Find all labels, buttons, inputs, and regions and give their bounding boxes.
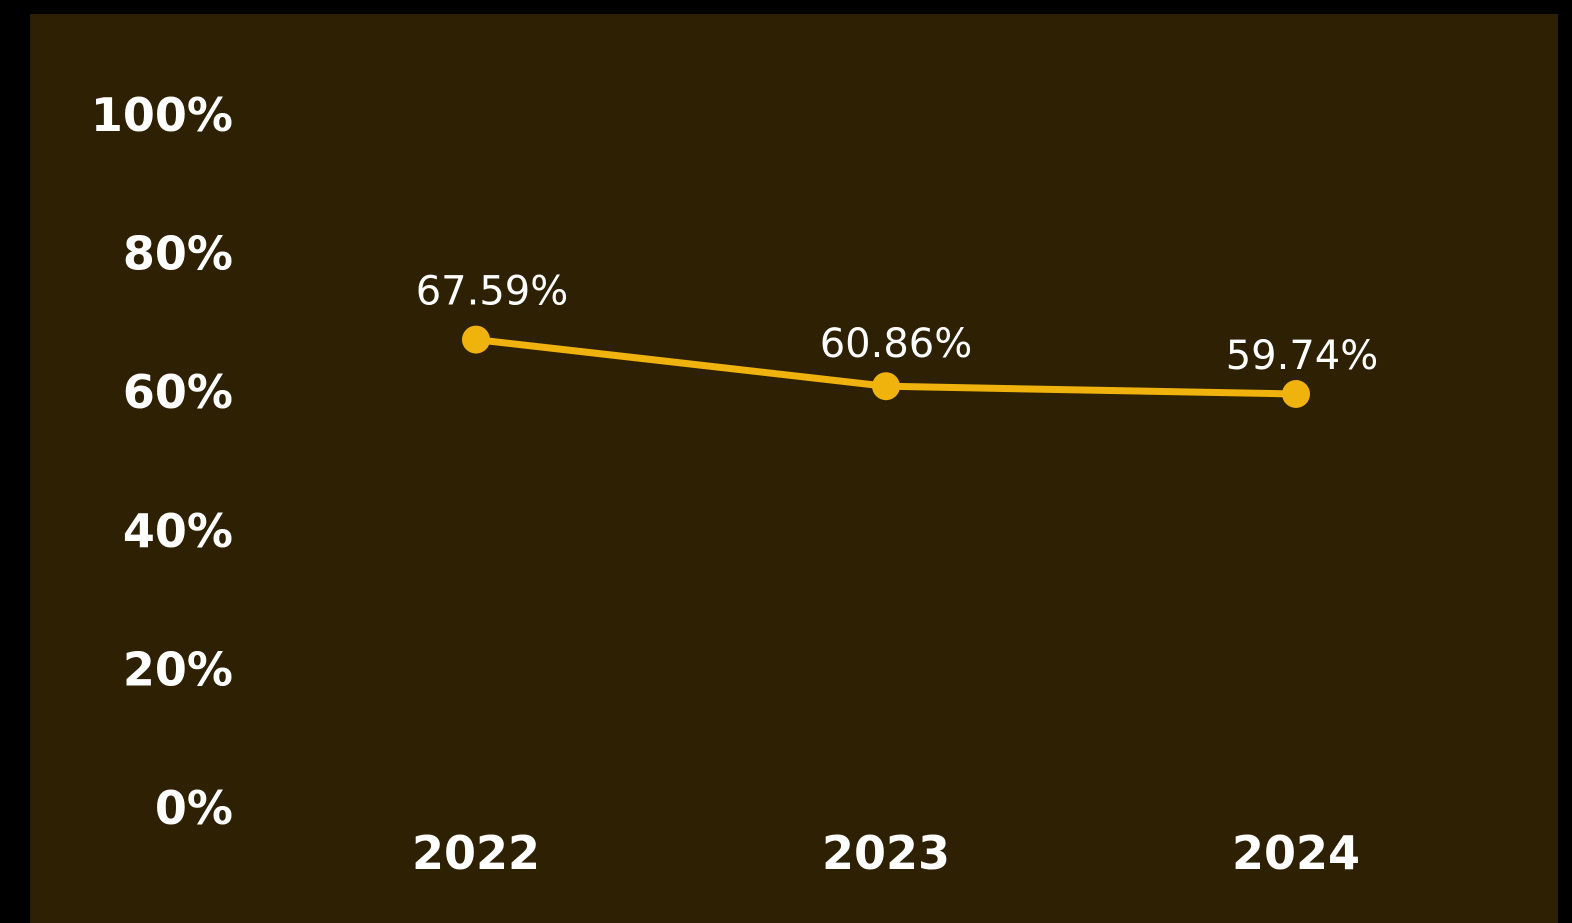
- y-tick-label: 40%: [123, 504, 233, 558]
- data-label: 67.59%: [416, 269, 569, 315]
- data-point[interactable]: [872, 372, 900, 400]
- y-axis: 0% 20% 40% 60% 80% 100%: [91, 88, 233, 835]
- x-tick-label: 2024: [1232, 826, 1360, 880]
- y-tick-label: 20%: [123, 642, 233, 696]
- data-point[interactable]: [462, 326, 490, 354]
- data-label: 60.86%: [820, 321, 973, 367]
- y-tick-label: 0%: [155, 781, 233, 835]
- data-point[interactable]: [1282, 380, 1310, 408]
- data-labels: 67.59% 60.86% 59.74%: [416, 269, 1379, 379]
- y-tick-label: 100%: [91, 88, 233, 142]
- y-tick-label: 80%: [123, 227, 233, 281]
- data-label: 59.74%: [1226, 333, 1379, 379]
- x-tick-label: 2022: [412, 826, 540, 880]
- y-tick-label: 60%: [123, 365, 233, 419]
- x-tick-label: 2023: [822, 826, 950, 880]
- x-axis: 2022 2023 2024: [412, 826, 1360, 880]
